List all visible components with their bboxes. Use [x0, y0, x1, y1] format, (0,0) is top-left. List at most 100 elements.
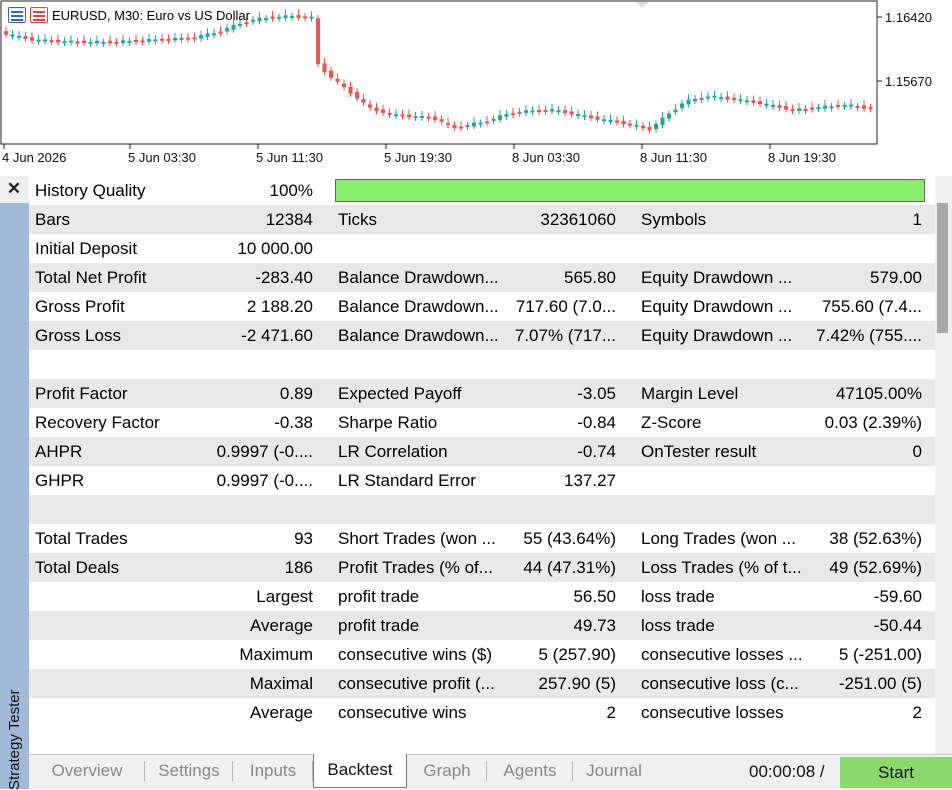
report-value-3: 38 (52.63%) — [829, 529, 922, 548]
candle — [160, 38, 164, 41]
report-label-3: loss trade — [641, 587, 715, 606]
report-row: Average consecutive wins 2 consecutive loss… — [29, 698, 935, 727]
report-value-3: 5 (-251.00) — [838, 645, 922, 664]
price-chart[interactable]: 1.16420 1.15670 4 Jun 2026 5 Jun 03:30 5 Jun… — [0, 0, 952, 176]
time-label: 5 Jun 11:30 — [256, 150, 323, 165]
candle — [628, 123, 632, 126]
candle — [56, 39, 60, 43]
report-label-2: profit trade — [338, 587, 420, 606]
candle — [101, 41, 106, 44]
report-label-2: Balance Drawdown... — [338, 297, 499, 316]
candle — [706, 96, 710, 99]
candle — [82, 40, 86, 44]
report-value-2: 7.07% (717... — [514, 326, 616, 345]
candle — [485, 121, 489, 124]
candle — [673, 109, 678, 113]
candle — [342, 83, 346, 88]
candle — [251, 19, 255, 22]
candle — [849, 104, 853, 107]
symbol-title: EURUSD, M30: Euro vs US Dollar — [52, 7, 250, 23]
candle — [186, 37, 190, 40]
candle — [543, 110, 548, 113]
candle — [537, 109, 541, 112]
candle — [387, 112, 392, 115]
candle — [95, 40, 99, 44]
report-label-2: Profit Trades (% of... — [338, 558, 493, 577]
candle — [75, 41, 80, 44]
candle — [777, 105, 782, 108]
candle — [199, 35, 203, 39]
candle — [355, 92, 359, 99]
candle — [498, 115, 502, 120]
report-value-2: -0.84 — [577, 413, 616, 432]
candle — [582, 115, 587, 118]
candle — [563, 110, 567, 114]
candle — [4, 31, 8, 35]
report-value-3: 7.42% (755.... — [816, 326, 922, 345]
candle — [322, 63, 327, 73]
candle — [751, 100, 756, 103]
candle — [855, 105, 860, 108]
tab-journal[interactable]: Journal — [586, 761, 642, 780]
candle — [88, 41, 93, 44]
candle — [530, 110, 535, 113]
candle — [680, 103, 684, 109]
candle — [810, 107, 814, 110]
report-scrollbar[interactable] — [935, 176, 952, 754]
close-icon[interactable]: ✕ — [6, 179, 22, 198]
candle — [121, 40, 125, 44]
report-value-2 — [505, 495, 616, 524]
report-value-2: 565.80 — [564, 268, 616, 287]
candle — [270, 16, 275, 19]
tab-settings[interactable]: Settings — [145, 755, 233, 788]
candle — [790, 109, 795, 112]
report-value-3: 0 — [912, 442, 922, 461]
report-value-1: 93 — [294, 529, 313, 548]
candle — [153, 39, 158, 42]
report-value-2: 49.73 — [573, 616, 616, 635]
report-label-3 — [641, 350, 801, 379]
candle — [413, 116, 418, 119]
report-value-2: 257.90 (5) — [538, 674, 617, 693]
candle — [517, 111, 522, 114]
candlestick-chart[interactable]: 1.16420 1.15670 4 Jun 2026 5 Jun 03:30 5 Jun… — [0, 0, 952, 176]
report-row: Maximal consecutive profit (... 257.90 (5)… — [29, 669, 935, 698]
report-value-1 — [189, 495, 313, 524]
candle — [257, 17, 262, 22]
report-value-3 — [799, 350, 922, 379]
report-value-2 — [505, 350, 616, 379]
report-label-3: consecutive losses — [641, 703, 784, 722]
candle — [641, 125, 645, 129]
report-label-1: AHPR — [35, 442, 83, 461]
report-icon[interactable] — [8, 7, 26, 23]
report-value-1: -283.40 — [255, 268, 313, 287]
tab-inputs[interactable]: Inputs — [233, 755, 313, 788]
report-label-1: Recovery Factor — [35, 413, 160, 432]
tab-overview[interactable]: Overview — [29, 755, 145, 788]
report-label-3: Equity Drawdown ... — [641, 268, 793, 287]
start-button[interactable]: Start — [840, 757, 952, 788]
report-value-3: -251.00 (5) — [838, 674, 922, 693]
report-value-1: 0.89 — [279, 384, 313, 403]
report-label-1: Total Deals — [35, 558, 120, 577]
tab-backtest[interactable]: Backtest — [313, 754, 407, 788]
report-value-2: 32361060 — [540, 210, 616, 229]
tab-graph[interactable]: Graph — [407, 755, 487, 788]
candle — [381, 109, 385, 113]
report-row — [29, 350, 935, 379]
report-label-3: Equity Drawdown ... — [641, 297, 793, 316]
report-value-2: -3.05 — [577, 384, 616, 403]
candle — [524, 110, 528, 113]
scrollbar-thumb[interactable] — [937, 203, 948, 333]
candle — [667, 113, 671, 119]
panel-handle[interactable] — [0, 203, 29, 789]
candle — [647, 126, 652, 131]
candle — [17, 35, 21, 38]
report-icon[interactable] — [30, 7, 48, 23]
report-label-3 — [641, 234, 801, 263]
candle — [290, 16, 294, 19]
tab-agents[interactable]: Agents — [487, 755, 573, 788]
report-value-1: 0.9997 (-0.... — [216, 471, 313, 490]
report-row: Bars 12384 Ticks 32361060 Symbols 1 — [29, 205, 935, 234]
candle — [134, 40, 138, 43]
